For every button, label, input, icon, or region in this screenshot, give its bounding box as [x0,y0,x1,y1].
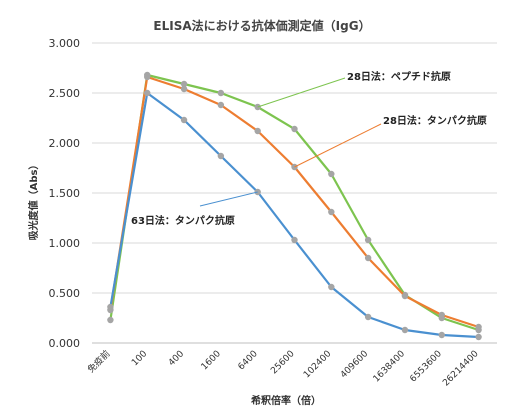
y-tick-label: 2.500 [49,87,81,100]
x-tick-label: 26214400 [441,349,481,389]
series-callout-label: 63日法：タンパク抗原 [131,214,235,227]
x-tick-label: 6553600 [408,349,444,385]
series-callout-label: 28日法：ペプチド抗原 [347,70,451,83]
data-point [180,116,188,124]
callout-leader-line [294,123,382,168]
data-point [291,125,298,133]
x-tick-label: 409600 [339,349,371,381]
data-point [217,101,225,109]
series-line [109,73,479,332]
x-axis-label: 希釈倍率（倍） [250,394,321,407]
data-point [401,292,409,300]
data-point [328,208,335,216]
y-tick-label: 2.000 [49,137,81,150]
annotation-layer: 28日法：ペプチド抗原 28日法：タンパク抗原 63日法：タンパク抗原 [131,70,487,227]
data-point [254,127,261,135]
series-3 [107,89,482,341]
data-point [475,333,482,341]
data-point [364,254,372,262]
y-tick-label: 1.000 [49,237,81,250]
x-tick-label: 1638400 [372,349,408,385]
series-layer [107,71,482,341]
y-axis-label: 吸光度値（Abs） [27,160,40,241]
chart-title: ELISA法における抗体価測定値（IgG） [153,18,370,33]
data-point [144,89,151,97]
x-tick-label: 1600 [200,349,223,372]
data-point [291,236,298,244]
x-tick-label: 102400 [302,349,334,381]
y-axis-ticks: 0.000 0.500 1.000 1.500 2.000 2.500 3.000 [49,37,81,350]
x-axis-ticks: 免疫前 100 400 1600 6400 25600 102400 409600 163840… [85,348,481,389]
data-point [180,80,188,88]
data-point [475,323,482,331]
data-point [401,326,409,334]
data-point [438,331,445,339]
x-tick-label: 400 [167,349,186,368]
data-point [328,283,335,291]
series-2 [107,73,482,331]
data-point [144,73,151,81]
series-callout-label: 28日法：タンパク抗原 [383,114,487,127]
series-1 [107,71,482,334]
data-point [217,89,225,97]
data-point [217,152,225,160]
grid-layer [92,42,497,344]
data-point [364,236,372,244]
y-tick-label: 3.000 [49,37,81,50]
data-point [438,311,445,319]
callout-leader-line [199,191,258,207]
series-line [109,75,479,329]
y-tick-label: 1.500 [49,187,81,200]
callout-leader-line [257,77,346,108]
data-point [364,313,372,321]
data-point [107,303,114,311]
data-point [328,170,335,178]
x-tick-label: 100 [130,349,149,368]
data-point [107,316,114,324]
y-tick-label: 0.500 [49,287,81,300]
y-tick-label: 0.000 [49,337,81,350]
x-tick-label: 免疫前 [85,348,113,376]
x-tick-label: 6400 [237,349,260,372]
x-tick-label: 25600 [269,349,297,377]
data-point [180,85,188,93]
